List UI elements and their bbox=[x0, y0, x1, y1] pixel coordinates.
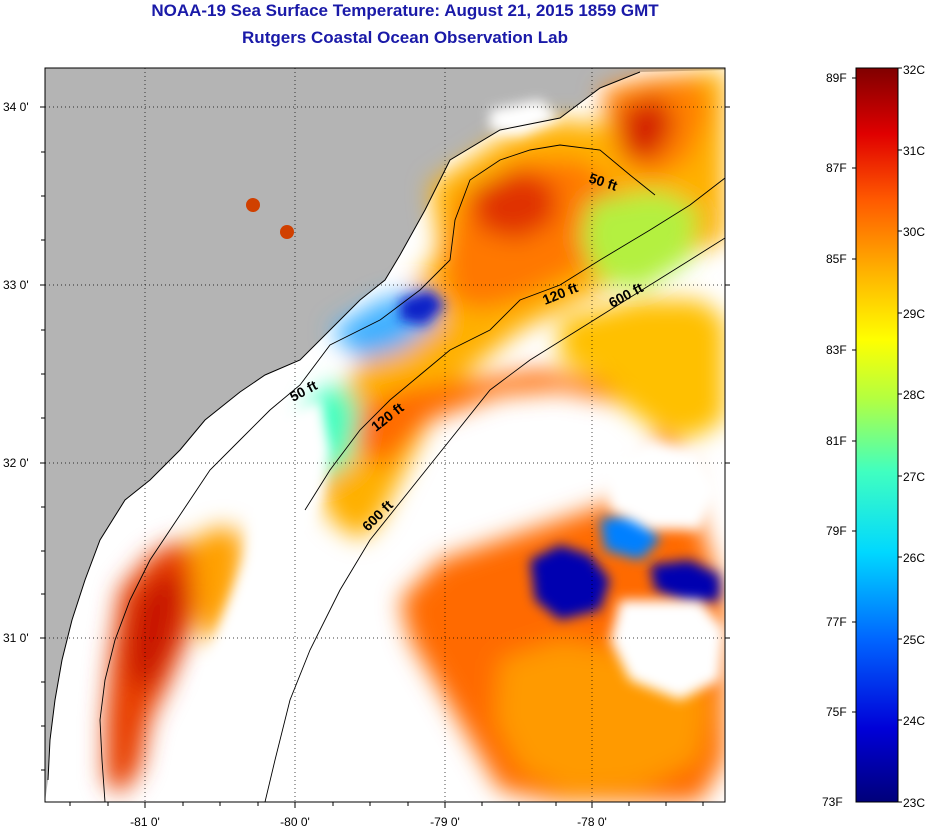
lon-label-80: -80 0' bbox=[280, 815, 310, 829]
colorbar-c-label: 32C bbox=[903, 63, 925, 77]
colorbar-c-label: 29C bbox=[903, 307, 925, 321]
inland-lake-patch bbox=[280, 225, 294, 239]
coastline bbox=[47, 71, 641, 781]
colorbar-c-label: 26C bbox=[903, 551, 925, 565]
colorbar-f-label: 85F bbox=[826, 252, 847, 266]
colorbar: 89F 87F 85F 83F 81F 79F 77F 75F 73F 32C … bbox=[822, 63, 925, 810]
map-border bbox=[44, 67, 726, 803]
map-subtitle: Rutgers Coastal Ocean Observation Lab bbox=[242, 28, 568, 47]
depth-contour-120ft bbox=[304, 177, 725, 511]
colorbar-f-label: 79F bbox=[826, 524, 847, 538]
colorbar-f-label: 83F bbox=[826, 343, 847, 357]
latitude-labels: 34 0' 33 0' 32 0' 31 0' bbox=[3, 100, 29, 645]
lon-label-78: -78 0' bbox=[577, 815, 607, 829]
longitude-labels: -81 0' -80 0' -79 0' -78 0' bbox=[130, 815, 607, 829]
colorbar-f-label: 77F bbox=[826, 615, 847, 629]
colorbar-c-label: 30C bbox=[903, 225, 925, 239]
graticule bbox=[45, 68, 725, 802]
lon-label-81: -81 0' bbox=[130, 815, 160, 829]
colorbar-c-label: 24C bbox=[903, 714, 925, 728]
colorbar-c-label: 31C bbox=[903, 144, 925, 158]
colorbar-f-label: 81F bbox=[826, 434, 847, 448]
depth-contour-600ft bbox=[264, 237, 725, 802]
colorbar-c-label: 25C bbox=[903, 633, 925, 647]
colorbar-c-label: 27C bbox=[903, 470, 925, 484]
colorbar-f-label: 87F bbox=[826, 161, 847, 175]
cloud-mask bbox=[195, 100, 725, 802]
colorbar-f-label: 75F bbox=[826, 705, 847, 719]
colorbar-gradient bbox=[855, 67, 899, 803]
lat-label-33: 33 0' bbox=[3, 278, 29, 292]
colorbar-c-label: 23C bbox=[903, 796, 925, 810]
map-title: NOAA-19 Sea Surface Temperature: August … bbox=[151, 1, 659, 20]
colorbar-f-label: 73F bbox=[822, 795, 843, 809]
colorbar-f-label: 89F bbox=[826, 71, 847, 85]
colorbar-c-label: 28C bbox=[903, 388, 925, 402]
lat-label-32: 32 0' bbox=[3, 456, 29, 470]
lat-label-31: 31 0' bbox=[3, 631, 29, 645]
lat-label-34: 34 0' bbox=[3, 100, 29, 114]
sst-field bbox=[105, 70, 725, 802]
depth-contour-50ft bbox=[99, 144, 656, 802]
land-mass bbox=[45, 68, 725, 802]
lon-label-79: -79 0' bbox=[430, 815, 460, 829]
axis-ticks bbox=[40, 106, 730, 808]
inland-lake-patch bbox=[246, 198, 260, 212]
